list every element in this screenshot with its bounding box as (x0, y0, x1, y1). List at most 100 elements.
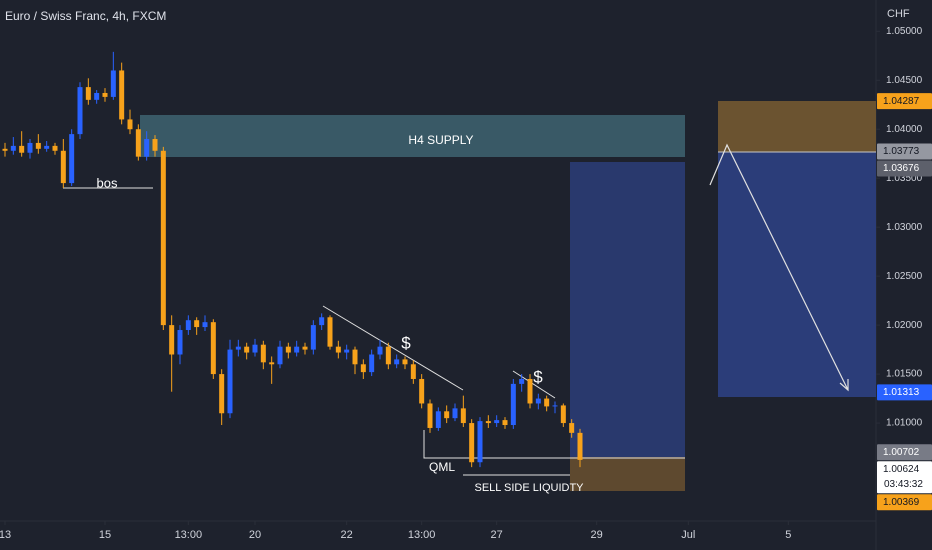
annotation: bos (97, 175, 118, 190)
annotation: $ (401, 333, 411, 352)
price-label-bg (877, 143, 932, 160)
annotation: $ (533, 367, 543, 386)
price-label-bg (877, 461, 932, 494)
candles (2, 51, 583, 468)
chart-title: Euro / Swiss Franc, 4h, FXCM (5, 9, 166, 23)
candle-body (352, 349, 358, 365)
candle-body (152, 139, 158, 151)
candle-body (269, 362, 275, 365)
candle-body (60, 150, 66, 184)
candle-body (294, 346, 300, 353)
price-label: 1.01313 (883, 387, 920, 398)
candle-body (552, 405, 558, 407)
price-label-bg (877, 494, 932, 511)
overlay: H4 SUPPLY bos $ $ QML SELL SIDE LIQUIDTY (97, 133, 585, 494)
candle-body (569, 423, 575, 433)
candle-body (210, 322, 216, 375)
candle-body (535, 398, 541, 404)
candle-body (185, 320, 191, 331)
candle-body (419, 378, 425, 404)
y-tick-label: 1.01500 (886, 369, 923, 380)
y-tick-label: 1.02500 (886, 271, 923, 282)
candle-body (410, 364, 416, 379)
x-tick-label: 15 (99, 529, 111, 541)
candle-body (102, 92, 108, 97)
candle-body (219, 374, 225, 414)
candle-body (485, 421, 491, 424)
candle-body (110, 70, 116, 97)
candle-body (544, 398, 550, 407)
y-tick-label: 1.05000 (886, 26, 923, 37)
candle-body (285, 346, 291, 353)
candle-body (519, 378, 525, 384)
price-label-bg (877, 93, 932, 110)
candle-body (527, 378, 533, 404)
price-label-bg (877, 384, 932, 401)
supply-zone (140, 115, 685, 157)
candle-body (85, 87, 91, 100)
candle-body (335, 346, 341, 353)
y-tick-label: 1.04000 (886, 124, 923, 135)
trend-line (322, 305, 464, 391)
candle-body (160, 150, 166, 326)
annotation: SELL SIDE LIQUIDTY (474, 482, 584, 494)
candle-body (494, 420, 500, 424)
candle-body (169, 325, 175, 355)
projection-arrow (709, 143, 849, 391)
candle-body (27, 142, 33, 153)
x-tick-label: Jul (681, 529, 695, 541)
trend-line (512, 370, 556, 399)
candle-body (385, 346, 391, 365)
candle-body (394, 359, 400, 365)
candle-body (452, 408, 458, 419)
candle-body (19, 145, 25, 153)
arrow-head (839, 379, 849, 392)
candle-body (377, 346, 383, 355)
candle-body (319, 317, 325, 326)
candle-body (177, 330, 183, 355)
candle-body (344, 349, 350, 353)
candle-body (35, 142, 41, 149)
candle-body (444, 411, 450, 419)
target-zone-right (718, 152, 876, 397)
candle-body (460, 408, 466, 424)
candle-body (260, 344, 266, 363)
candle-body (227, 349, 233, 414)
candle-body (77, 87, 83, 135)
x-tick-label: 27 (491, 529, 503, 541)
x-tick-label: 13:00 (408, 529, 436, 541)
price-label: 1.00702 (883, 447, 920, 458)
candle-body (327, 317, 333, 347)
candle-body (44, 145, 50, 149)
price-label: 1.00624 (883, 464, 920, 475)
candle-body (144, 139, 150, 157)
x-tick-label: 20 (249, 529, 261, 541)
candle-body (560, 405, 566, 424)
candle-body (510, 383, 516, 426)
candle-body (369, 354, 375, 373)
candle-body (10, 145, 16, 151)
price-label: 1.04287 (883, 96, 920, 107)
stop-zone-right (718, 101, 876, 152)
candle-body (2, 148, 8, 151)
candle-body (469, 423, 475, 463)
qml-line (423, 430, 685, 459)
candle-body (252, 344, 258, 353)
target-zone (570, 162, 685, 457)
candle-body (202, 322, 208, 328)
x-tick-label: 5 (785, 529, 791, 541)
candle-body (310, 325, 316, 350)
x-tick-label: 13 (0, 529, 11, 541)
candle-body (135, 129, 141, 157)
price-label: 1.03676 (883, 163, 920, 174)
price-label-bg (877, 444, 932, 461)
stop-zone (570, 457, 685, 491)
candle-body (119, 70, 125, 120)
candle-body (244, 346, 250, 353)
y-tick-label: 1.01000 (886, 418, 923, 429)
price-label: 1.00369 (883, 497, 920, 508)
x-tick-label: 13:00 (175, 529, 203, 541)
countdown: 03:43:32 (884, 479, 923, 490)
